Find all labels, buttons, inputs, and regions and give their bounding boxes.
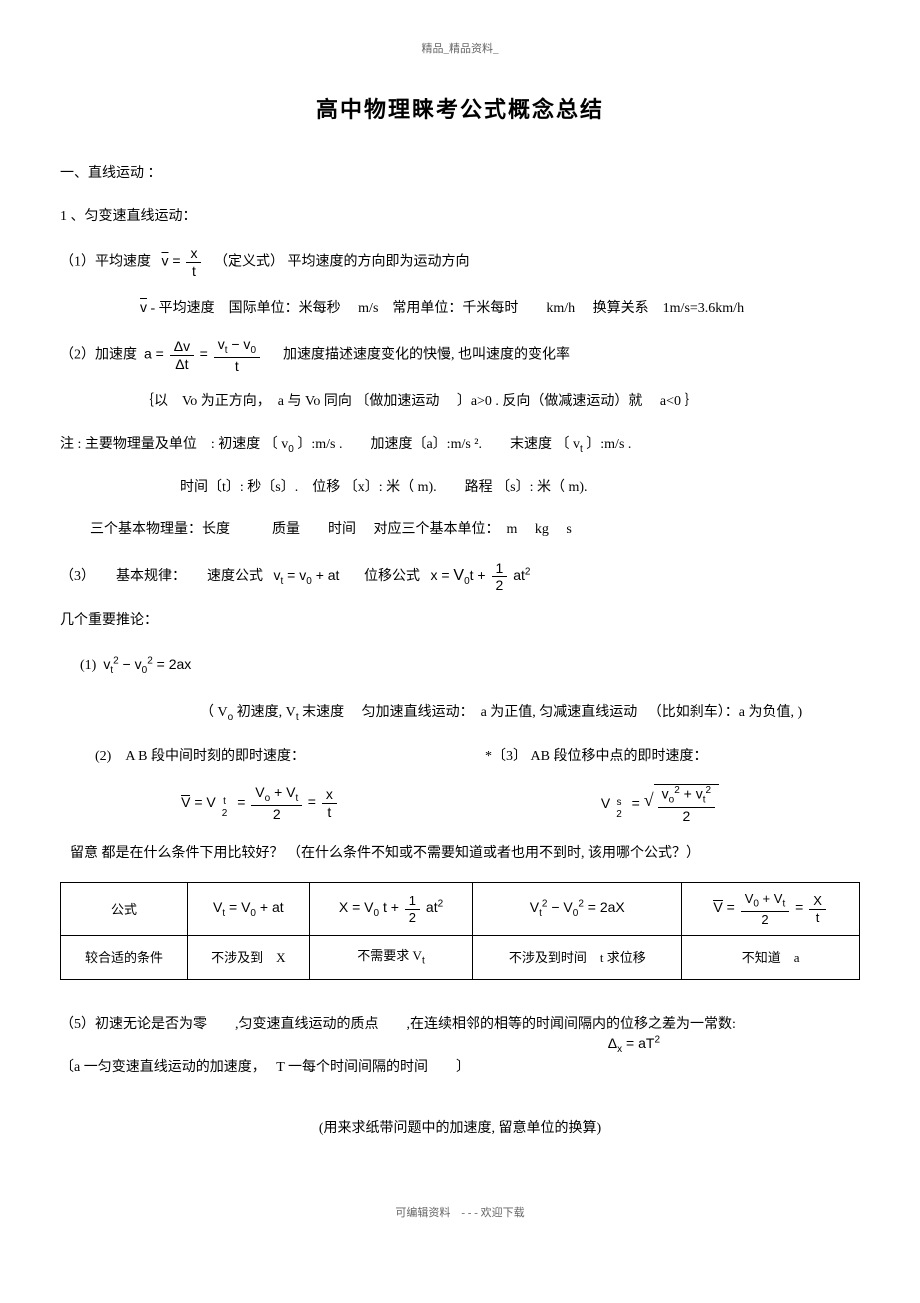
cell-formula-label: 公式 <box>61 883 188 936</box>
cell-formula-4: V = V0 + Vt2 = Xt <box>682 883 860 936</box>
item5-bracket: 〔a 一匀变速直线运动的加速度， T 一每个时间间隔的时间 〕 <box>60 1053 860 1084</box>
time-line: 时间〔t〕: 秒〔s〕. 位移 〔x〕: 米（ m). 路程 〔s〕: 米（ m… <box>180 473 860 504</box>
item1-label: （1）平均速度 <box>60 255 151 270</box>
derive-1-note: （ Vo 初速度, Vt 末速度 匀加速直线运动： a 为正值, 匀减速直线运动… <box>200 694 860 729</box>
item-5: （5）初速无论是否为零 ,匀变速直线运动的质点 ,在连续相邻的相等的时闻间隔内的… <box>60 1010 860 1041</box>
cell-cond-4: 不知道 a <box>682 936 860 980</box>
d2-formula: V = Vt2 = Vo + Vt2 = xt <box>80 784 440 824</box>
cell-cond-2: 不需要求 Vt <box>309 936 473 980</box>
item1-note: v - 平均速度 国际单位：米每秒 m/s 常用单位：千米每时 km/h 换算关… <box>140 292 860 325</box>
item1-def: （定义式） 平均速度的方向即为运动方向 <box>214 255 470 270</box>
section-heading: 一、直线运动 ： <box>60 159 860 190</box>
three-base: 三个基本物理量：长度 质量 时间 对应三个基本单位： m kg s <box>90 515 860 546</box>
item5-paren: (用来求纸带问题中的加速度, 留意单位的换算) <box>60 1114 860 1145</box>
cell-cond-3: 不涉及到时间 t 求位移 <box>473 936 682 980</box>
attention: 留意 都是在什么条件下用比较好？ （在什么条件不知或不需要知道或者也用不到时, … <box>70 839 860 870</box>
table-row: 公式 Vt = V0 + at X = V0 t + 12 at2 Vt2 − … <box>61 883 860 936</box>
cell-formula-1: Vt = V0 + at <box>187 883 309 936</box>
item-2: （2）加速度 a = ΔvΔt = vt − v0t 加速度描述速度变化的快慢,… <box>60 336 860 375</box>
page-content: 精品_精品资料_ 高中物理睐考公式概念总结 一、直线运动 ： 1 、匀变速直线运… <box>0 0 920 1244</box>
item2-label: （2）加速度 <box>60 348 137 363</box>
cell-formula-3: Vt2 − V02 = 2aX <box>473 883 682 936</box>
formula-table: 公式 Vt = V0 + at X = V0 t + 12 at2 Vt2 − … <box>60 882 860 980</box>
derive-1: (1) vt2 − v02 = 2ax <box>80 649 860 682</box>
derive-2-3-labels: (2) A B 段中间时刻的即时速度： *〔3〕 AB 段位移中点的即时速度： <box>60 744 860 769</box>
derive-label: 几个重要推论： <box>60 606 860 637</box>
d3-label: *〔3〕 AB 段位移中点的即时速度： <box>485 744 845 769</box>
subsection-1: 1 、匀变速直线运动： <box>60 202 860 233</box>
cell-cond-label: 较合适的条件 <box>61 936 188 980</box>
cell-cond-1: 不涉及到 X <box>187 936 309 980</box>
item-3: （3） 基本规律： 速度公式 vt = v0 + at 位移公式 x = V0t… <box>60 558 860 594</box>
note-line: 注 : 主要物理量及单位 : 初速度 〔 v0 〕:m/s . 加速度〔a〕:m… <box>60 430 860 461</box>
item2-note: 加速度描述速度变化的快慢, 也叫速度的变化率 <box>283 348 570 363</box>
top-header: 精品_精品资料_ <box>60 40 860 60</box>
item2-bracket: ｛以 Vo 为正方向， a 与 Vo 同向 〔做加速运动 〕a>0 . 反向（做… <box>140 387 860 418</box>
page-footer: 可编辑资料 - - - 欢迎下载 <box>60 1204 860 1224</box>
page-title: 高中物理睐考公式概念总结 <box>60 90 860 130</box>
d3-formula: Vs2 = √vo2 + vt22 <box>480 784 840 824</box>
derive-2-3-formulas: V = Vt2 = Vo + Vt2 = xt Vs2 = √vo2 + vt2… <box>60 784 860 824</box>
cell-formula-2: X = V0 t + 12 at2 <box>309 883 473 936</box>
d2-label: (2) A B 段中间时刻的即时速度： <box>75 744 455 769</box>
table-row: 较合适的条件 不涉及到 X 不需要求 Vt 不涉及到时间 t 求位移 不知道 a <box>61 936 860 980</box>
item-1: （1）平均速度 v = xt （定义式） 平均速度的方向即为运动方向 <box>60 245 860 280</box>
